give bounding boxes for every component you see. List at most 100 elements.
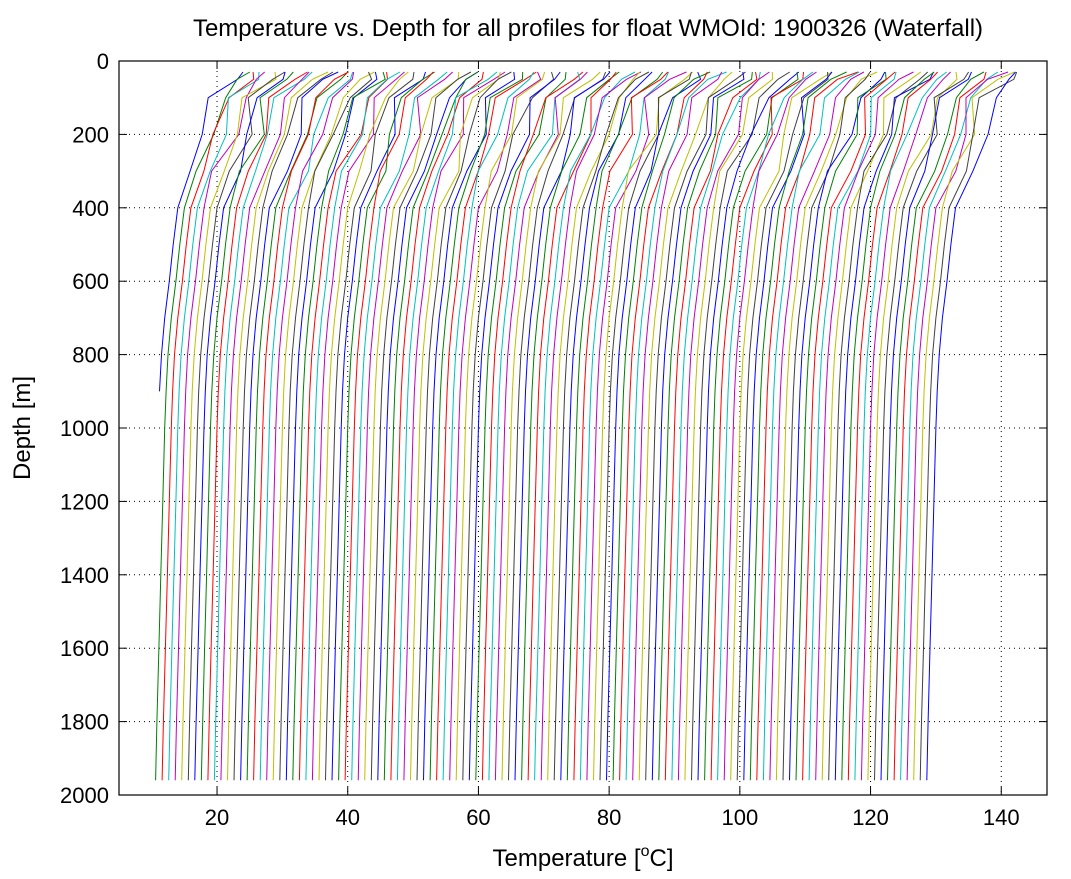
profile-line [423, 71, 516, 781]
profile-line [821, 71, 922, 781]
y-tick-label: 1600 [60, 636, 109, 661]
profile-line [697, 71, 800, 781]
profile-line [292, 71, 386, 781]
profile-line [168, 71, 260, 781]
profile-line [390, 71, 484, 781]
profile-line [638, 71, 733, 781]
profile-line [331, 71, 426, 781]
profile-line [723, 71, 817, 781]
profile-line [847, 71, 938, 781]
profile-line [834, 71, 934, 781]
profile-line [259, 71, 354, 781]
profile-line [632, 71, 723, 781]
profile-line [573, 71, 669, 781]
profile-line [227, 71, 329, 781]
profile-line [442, 71, 535, 781]
x-axis-title-superscript: o [641, 843, 650, 860]
profile-lines [155, 71, 1018, 781]
profile-line [710, 71, 804, 781]
profile-line [351, 71, 448, 781]
profile-line [593, 71, 693, 781]
profile-line [527, 71, 617, 781]
profile-line [416, 71, 512, 781]
profile-line [534, 71, 636, 781]
profile-line [540, 71, 642, 781]
profile-line [161, 71, 255, 781]
profile-line [704, 71, 799, 781]
y-tick-label: 400 [72, 196, 109, 221]
profile-line [155, 71, 251, 781]
profile-line [357, 71, 454, 781]
y-tick-label: 200 [72, 122, 109, 147]
profile-line [926, 71, 1016, 781]
profile-line [802, 71, 896, 781]
profile-line [403, 71, 506, 781]
profile-line [808, 71, 897, 781]
profile-line [736, 71, 829, 781]
profile-line [501, 71, 601, 781]
profile-line [521, 71, 620, 781]
profile-line [285, 71, 378, 781]
profile-line [253, 71, 349, 781]
profile-line [449, 71, 542, 781]
x-axis-title-suffix: C] [649, 845, 673, 872]
profile-line [579, 71, 670, 781]
profile-line [553, 71, 650, 781]
x-axis-ticks: 20 40 60 80 100 120 140 [205, 61, 1020, 830]
profile-line [488, 71, 581, 781]
profile-line [377, 71, 479, 781]
profile-line [560, 71, 653, 781]
y-tick-label: 600 [72, 269, 109, 294]
profile-line [860, 71, 951, 781]
profile-line [769, 71, 865, 781]
y-axis-ticks: 0 200 400 600 800 1000 1200 1400 1600 1800 2000 [60, 49, 1047, 808]
profile-line [194, 71, 286, 781]
y-tick-label: 2000 [60, 783, 109, 808]
y-tick-label: 0 [97, 49, 109, 74]
y-tick-label: 1800 [60, 710, 109, 735]
profile-line [606, 71, 702, 781]
y-tick-label: 1200 [60, 489, 109, 514]
profile-line [691, 71, 790, 781]
profile-line [187, 71, 286, 781]
profile-line [762, 71, 860, 781]
profile-line [325, 71, 415, 781]
y-tick-label: 800 [72, 343, 109, 368]
x-tick-label: 100 [721, 805, 758, 830]
profile-line [514, 71, 611, 781]
profile-line [749, 71, 847, 781]
profile-line [775, 71, 878, 781]
profile-line [619, 71, 708, 781]
profile-line [508, 71, 607, 781]
profile-line [906, 71, 1009, 781]
profile-line [566, 71, 664, 781]
profile-line [854, 71, 947, 781]
profile-line [338, 71, 435, 781]
profile-line [159, 71, 244, 392]
profile-line [455, 71, 546, 781]
y-tick-label: 1400 [60, 563, 109, 588]
profile-line [645, 71, 746, 781]
profile-line [782, 71, 871, 781]
profile-line [174, 71, 266, 781]
profile-line [789, 71, 886, 781]
profile-line [874, 71, 970, 781]
profile-line [429, 71, 524, 781]
profile-line [756, 71, 859, 781]
profile-line [893, 71, 987, 781]
profile-line [436, 71, 537, 781]
profile-line [233, 71, 334, 781]
profile-line [311, 71, 405, 781]
profile-line [815, 71, 914, 781]
profile-line [475, 71, 567, 781]
x-tick-label: 140 [983, 805, 1020, 830]
profile-line [240, 71, 339, 781]
x-tick-label: 60 [466, 805, 490, 830]
profile-line [370, 71, 472, 781]
profile-line [841, 71, 935, 781]
chart-title: Temperature vs. Depth for all profiles f… [193, 15, 983, 42]
x-tick-label: 80 [597, 805, 621, 830]
profile-line [200, 71, 294, 781]
profile-line [344, 71, 434, 781]
profile-line [396, 71, 498, 781]
